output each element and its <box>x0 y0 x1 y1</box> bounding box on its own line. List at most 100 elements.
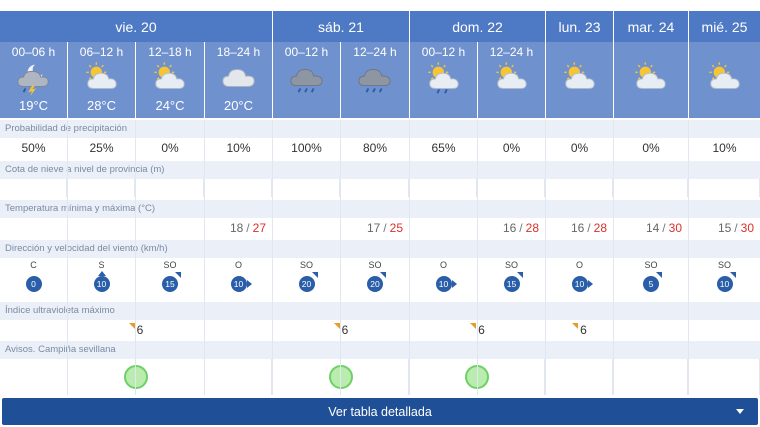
column-divider <box>135 120 136 395</box>
min-temperature: 14 <box>645 221 660 235</box>
uv-cell: 6 <box>273 320 409 340</box>
column-divider <box>613 120 614 395</box>
day-header-5: mar. 24 <box>614 11 688 42</box>
period-header <box>546 42 613 118</box>
column-divider <box>204 120 205 395</box>
snow-cell <box>478 179 545 197</box>
column-divider <box>340 120 341 395</box>
snow-cell <box>68 179 135 197</box>
wind-speed-badge: 20 <box>298 276 315 292</box>
max-temperature: 25 <box>389 221 403 235</box>
wind-cell: SO 15 <box>136 258 204 296</box>
uv-value: 6 <box>341 323 349 337</box>
wind-speed-badge: 20 <box>367 276 383 292</box>
column-divider <box>477 120 478 395</box>
uv-indicator-icon <box>470 323 477 329</box>
snow-cell <box>546 179 613 197</box>
wind-speed-badge: 15 <box>503 276 520 292</box>
wind-cell: SO 5 <box>614 258 688 296</box>
wind-cell: SO 20 <box>273 258 340 296</box>
wind-speed-badge: 10 <box>93 276 110 292</box>
wind-cell: O 10 <box>410 258 477 296</box>
wind-speed-badge: 0 <box>25 276 42 292</box>
section-uv: Índice ultravioleta máximo <box>0 302 760 320</box>
snow-cell <box>341 179 409 197</box>
wind-arrow-icon <box>175 272 181 278</box>
temperature-range: 16/28 <box>546 218 613 238</box>
snow-cell <box>614 179 688 197</box>
wind-direction: SO <box>368 260 382 270</box>
period-label: 06–12 h <box>79 45 124 59</box>
sun-cloud-icon <box>704 60 746 96</box>
temperature-separator: / <box>587 221 591 235</box>
sun-rain-cloud-icon <box>423 60 465 96</box>
wind-speed-badge: 5 <box>643 276 659 292</box>
section-avisos: Avisos. Campiña sevillana <box>0 341 760 359</box>
period-temperature: 28°C <box>86 98 117 113</box>
min-temperature: 15 <box>717 221 732 235</box>
column-divider <box>272 120 273 395</box>
wind-direction: SO <box>163 260 177 270</box>
period-label: 00–12 h <box>421 45 466 59</box>
uv-indicator-icon <box>572 323 579 329</box>
sun-cloud-icon <box>559 60 601 96</box>
day-label: dom. 22 <box>452 18 503 35</box>
period-header: 12–24 h <box>478 42 545 118</box>
period-temperature: 19°C <box>18 98 49 113</box>
wind-speed-badge: 10 <box>435 276 452 292</box>
wind-cell: SO 20 <box>341 258 409 296</box>
precipitation-value: 25% <box>89 141 114 155</box>
wind-arrow-icon <box>311 272 318 278</box>
temperature-separator: / <box>734 221 738 235</box>
wind-cell: O 10 <box>546 258 613 296</box>
column-divider <box>67 120 68 395</box>
period-header: 18–24 h 20°C <box>205 42 272 118</box>
column-divider <box>545 120 546 395</box>
wind-cell: O 10 <box>205 258 272 296</box>
aviso-cell <box>546 359 613 395</box>
day-header-3: dom. 22 <box>410 11 545 42</box>
section-temperature: Temperatura mínima y máxima (°C) <box>0 200 760 218</box>
wind-direction: SO <box>504 260 518 270</box>
aviso-cell <box>0 359 272 395</box>
period-label: 12–24 h <box>353 45 397 59</box>
period-label: 12–24 h <box>489 45 534 59</box>
max-temperature: 27 <box>252 221 266 235</box>
wind-arrow-icon <box>729 272 736 278</box>
snow-cell <box>689 179 760 197</box>
precipitation-value: 10% <box>226 141 251 155</box>
temperature-separator: / <box>519 221 523 235</box>
min-temperature: 17 <box>366 221 381 235</box>
uv-cell <box>689 320 760 340</box>
sun-cloud-icon <box>81 60 123 96</box>
period-label: 00–12 h <box>284 45 329 59</box>
column-divider <box>409 120 410 395</box>
uv-indicator-icon <box>128 323 135 329</box>
period-label: 18–24 h <box>216 45 261 59</box>
precipitation-value: 100% <box>291 141 322 155</box>
day-label: sáb. 21 <box>318 18 364 35</box>
wind-speed-badge: 15 <box>162 276 178 292</box>
sun-cloud-icon <box>491 60 533 96</box>
rain-cloud-icon <box>286 60 328 96</box>
period-label: 12–18 h <box>148 45 192 59</box>
cloud-icon <box>218 60 260 96</box>
wind-arrow-icon <box>587 280 593 288</box>
period-header <box>614 42 688 118</box>
uv-value: 6 <box>136 323 144 337</box>
wind-direction: C <box>30 260 37 270</box>
uv-cell: 6 <box>410 320 545 340</box>
temperature-range: 16/28 <box>410 218 545 238</box>
min-temperature: 18 <box>229 221 244 235</box>
precipitation-value: 65% <box>431 141 456 155</box>
aviso-cell <box>273 359 409 395</box>
temperature-separator: / <box>662 221 666 235</box>
uv-cell <box>614 320 688 340</box>
max-temperature: 30 <box>740 221 754 235</box>
period-header: 12–18 h 24°C <box>136 42 204 118</box>
detailed-table-button[interactable]: Ver tabla detallada <box>2 398 758 425</box>
detailed-table-label: Ver tabla detallada <box>328 404 432 419</box>
max-temperature: 30 <box>668 221 682 235</box>
